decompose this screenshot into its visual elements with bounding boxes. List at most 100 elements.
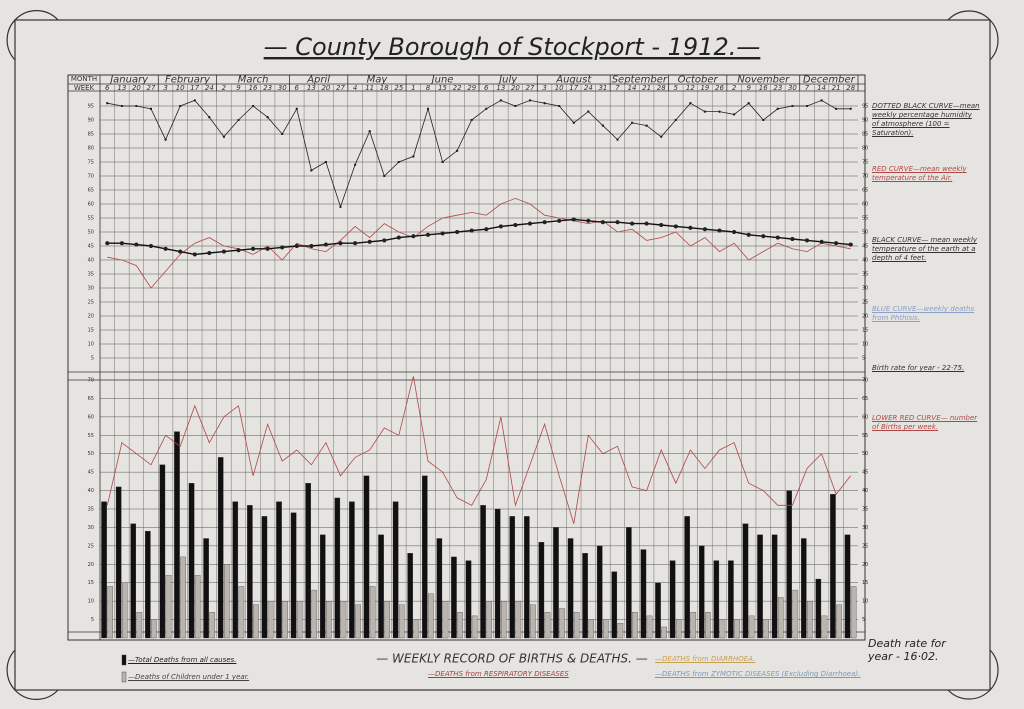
week-label: 29 bbox=[467, 84, 476, 92]
week-label: 23 bbox=[773, 84, 782, 92]
y-tick-label-right: 45 bbox=[862, 244, 868, 250]
week-label: 28 bbox=[846, 84, 855, 92]
y-tick-label-right: 80 bbox=[862, 146, 868, 152]
bar bbox=[567, 538, 574, 639]
series-line bbox=[106, 99, 852, 209]
bar bbox=[276, 501, 282, 639]
legend-respiratory: —DEATHS from RESPIRATORY DISEASES bbox=[428, 670, 569, 678]
y-tick-label-right: 40 bbox=[862, 488, 868, 494]
legend-swatch bbox=[121, 654, 127, 666]
bar bbox=[830, 494, 836, 639]
y-tick-label-right: 70 bbox=[862, 174, 868, 180]
bar bbox=[792, 589, 799, 639]
bar bbox=[130, 523, 137, 639]
y-tick-label: 30 bbox=[88, 525, 94, 531]
bar bbox=[617, 623, 624, 639]
week-label: 2 bbox=[222, 84, 227, 92]
bar bbox=[553, 527, 559, 639]
bar bbox=[311, 589, 318, 639]
bar bbox=[573, 612, 580, 639]
bar bbox=[690, 612, 697, 639]
bar bbox=[238, 586, 245, 639]
y-tick-label: 50 bbox=[88, 451, 94, 457]
bar bbox=[159, 464, 166, 639]
title: — County Borough of Stockport - 1912.— bbox=[264, 33, 761, 61]
bar bbox=[559, 608, 565, 639]
bar bbox=[224, 564, 230, 639]
legend-total: —Total Deaths from all causes. bbox=[128, 656, 237, 664]
week-label: 3 bbox=[542, 84, 546, 92]
bar bbox=[392, 501, 399, 639]
bar bbox=[661, 626, 667, 639]
month-label: April bbox=[306, 75, 330, 86]
bar bbox=[821, 615, 828, 639]
week-label: 13 bbox=[496, 84, 505, 92]
month-label: December bbox=[803, 75, 856, 86]
bar bbox=[296, 600, 303, 639]
bar bbox=[428, 593, 434, 639]
bar bbox=[544, 612, 551, 639]
y-tick-label: 45 bbox=[88, 244, 94, 250]
y-tick-label-right: 60 bbox=[862, 414, 868, 420]
note-earth: BLACK CURVE— mean weekly temperature of … bbox=[872, 236, 978, 262]
week-label: 9 bbox=[746, 84, 751, 92]
y-tick-label-right: 50 bbox=[862, 451, 868, 457]
y-tick-label: 25 bbox=[88, 300, 94, 306]
bar bbox=[457, 612, 463, 639]
note-death-rate: Death rate for year - 16·02. bbox=[868, 637, 946, 663]
y-tick-label-right: 55 bbox=[862, 433, 868, 439]
y-tick-label-right: 25 bbox=[862, 543, 868, 549]
week-label: 3 bbox=[163, 84, 167, 92]
bar bbox=[771, 534, 778, 639]
week-label: 12 bbox=[686, 84, 695, 92]
bar bbox=[413, 619, 420, 639]
week-label: 2 bbox=[732, 84, 737, 92]
y-tick-label: 60 bbox=[88, 202, 94, 208]
y-tick-label-right: 35 bbox=[862, 507, 868, 513]
bar bbox=[232, 501, 239, 639]
y-tick-label-right: 10 bbox=[862, 342, 868, 348]
y-tick-label: 5 bbox=[91, 356, 94, 362]
y-tick-label-right: 45 bbox=[862, 470, 868, 476]
legend-swatch bbox=[121, 671, 127, 683]
bar bbox=[188, 483, 195, 639]
y-tick-label: 40 bbox=[88, 488, 94, 494]
y-tick-label: 90 bbox=[88, 118, 94, 124]
y-tick-label-right: 70 bbox=[862, 378, 868, 384]
week-label: 9 bbox=[236, 84, 241, 92]
bar bbox=[436, 538, 443, 639]
week-label: 13 bbox=[117, 84, 126, 92]
bar bbox=[180, 556, 186, 639]
y-tick-label: 70 bbox=[88, 378, 94, 384]
y-tick-label-right: 75 bbox=[862, 160, 868, 166]
week-label: 28 bbox=[657, 84, 666, 92]
bar bbox=[675, 619, 682, 639]
bar bbox=[713, 560, 720, 639]
y-tick-label-right: 95 bbox=[862, 104, 868, 110]
month-label: September bbox=[612, 75, 668, 86]
bar bbox=[530, 604, 536, 639]
y-tick-label: 20 bbox=[88, 562, 94, 568]
y-tick-label: 40 bbox=[88, 258, 94, 264]
bar bbox=[217, 457, 224, 639]
week-label: 26 bbox=[715, 84, 724, 92]
note-births: LOWER RED CURVE— number of Births per we… bbox=[872, 414, 978, 431]
bar bbox=[757, 534, 763, 639]
week-label: 27 bbox=[526, 84, 535, 92]
bar bbox=[582, 553, 588, 639]
series-line bbox=[105, 217, 853, 257]
week-label: 13 bbox=[307, 84, 316, 92]
bar bbox=[122, 582, 128, 639]
bar bbox=[786, 490, 792, 639]
bar bbox=[698, 545, 705, 639]
y-tick-label: 65 bbox=[88, 188, 94, 194]
week-label: 20 bbox=[132, 84, 141, 92]
bar bbox=[145, 530, 151, 639]
y-tick-label-right: 50 bbox=[862, 230, 868, 236]
bar bbox=[115, 486, 122, 639]
bar bbox=[290, 512, 297, 639]
legend-infant: —Deaths of Children under 1 year. bbox=[128, 673, 250, 681]
bar bbox=[136, 612, 143, 639]
month-label: November bbox=[737, 75, 790, 86]
